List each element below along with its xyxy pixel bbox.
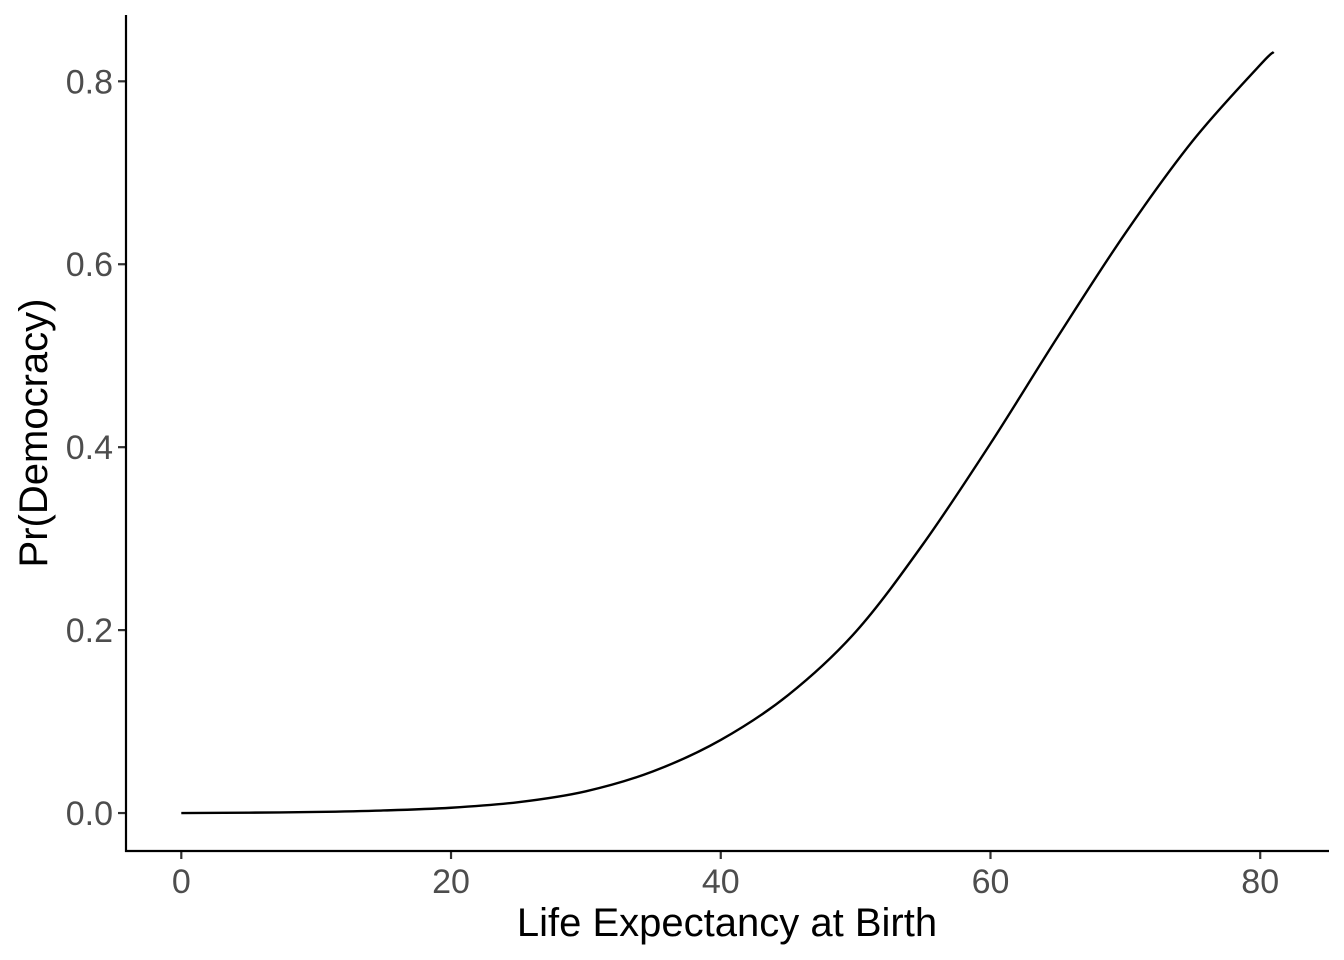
x-axis-ticks: 0 20 40 60 80 xyxy=(172,851,1279,901)
x-tick-label: 60 xyxy=(972,863,1010,901)
x-tick-label: 0 xyxy=(172,863,191,901)
y-tick-label: 0.6 xyxy=(66,246,113,284)
y-tick-label: 0.4 xyxy=(66,429,113,467)
y-tick-label: 0.2 xyxy=(66,612,113,650)
x-tick-label: 40 xyxy=(702,863,740,901)
y-axis-ticks: 0.0 0.2 0.4 0.6 0.8 xyxy=(66,63,126,833)
x-axis-title: Life Expectancy at Birth xyxy=(517,901,937,945)
series-line xyxy=(181,51,1275,815)
y-axis-title: Pr(Democracy) xyxy=(12,299,56,568)
x-tick-label: 20 xyxy=(432,863,470,901)
x-tick-label: 80 xyxy=(1241,863,1279,901)
y-tick-label: 0.0 xyxy=(66,795,113,833)
y-tick-label: 0.8 xyxy=(66,63,113,101)
